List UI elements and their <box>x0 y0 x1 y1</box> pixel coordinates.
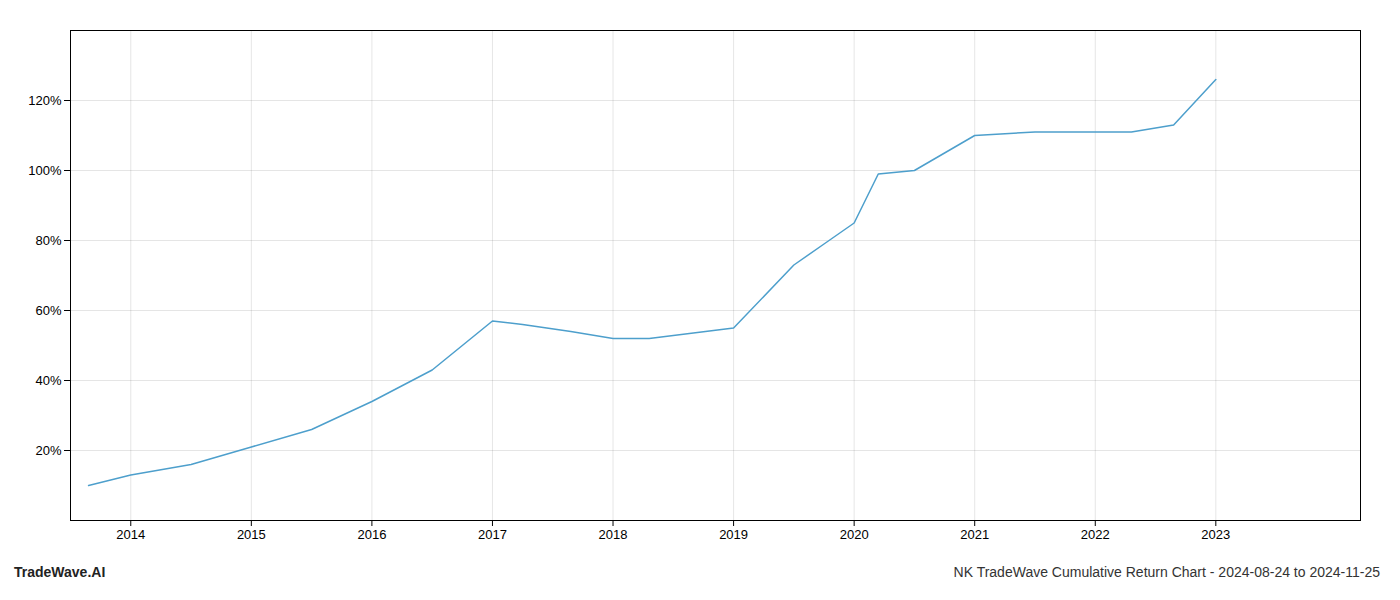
svg-text:2018: 2018 <box>599 527 628 542</box>
svg-text:100%: 100% <box>28 163 62 178</box>
svg-text:80%: 80% <box>35 233 61 248</box>
svg-text:120%: 120% <box>28 93 62 108</box>
svg-text:20%: 20% <box>35 443 61 458</box>
svg-text:2021: 2021 <box>960 527 989 542</box>
html-text:NK TradeWave Cumulative Return: NK TradeWave Cumulative Return Chart - 2… <box>953 564 1380 580</box>
svg-text:2022: 2022 <box>1081 527 1110 542</box>
svg-text:2020: 2020 <box>840 527 869 542</box>
svg-text:2016: 2016 <box>357 527 386 542</box>
svg-text:2014: 2014 <box>116 527 145 542</box>
svg-text:2023: 2023 <box>1201 527 1230 542</box>
svg-text:60%: 60% <box>35 303 61 318</box>
svg-text:40%: 40% <box>35 373 61 388</box>
svg-text:2015: 2015 <box>237 527 266 542</box>
svg-text:2017: 2017 <box>478 527 507 542</box>
svg-text:2019: 2019 <box>719 527 748 542</box>
html-text:TradeWave.AI: TradeWave.AI <box>14 564 106 580</box>
